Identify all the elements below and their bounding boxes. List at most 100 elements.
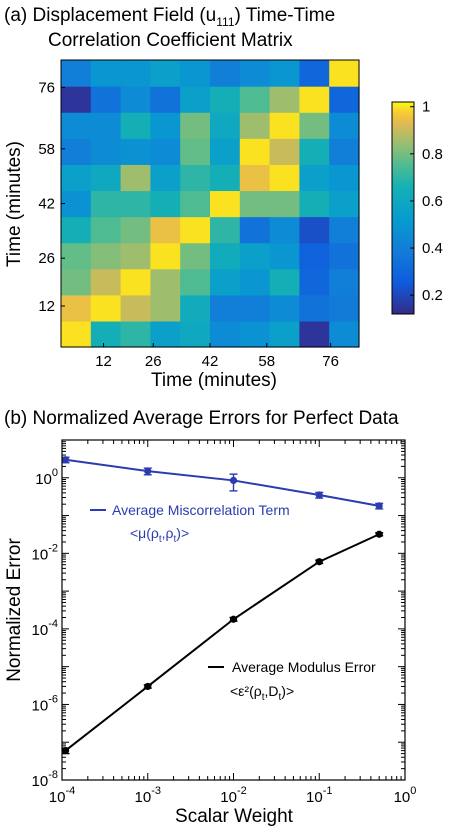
heatmap-cell — [120, 138, 151, 165]
heatmap-cell — [180, 190, 211, 218]
line-y-tick-label: 10-4 — [32, 618, 58, 639]
panel-b-title: (b) Normalized Average Errors for Perfec… — [4, 408, 399, 429]
heatmap-cell — [239, 268, 271, 296]
heatmap-x-tick-label: 76 — [322, 353, 339, 370]
heatmap-cell — [61, 86, 92, 113]
heatmap-cell — [180, 268, 211, 296]
heatmap-cell — [61, 60, 92, 87]
heatmap-cell — [239, 164, 271, 192]
heatmap-cell — [120, 320, 151, 348]
legend-modulus-label: Average Modulus Error — [232, 659, 376, 675]
colorbar-tick-label: 0.6 — [422, 193, 443, 210]
heatmap-y-tick-label: 42 — [38, 196, 55, 213]
heatmap-cell — [210, 112, 241, 139]
legend-miscorrelation: Average Miscorrelation Term <μ(ρt,ρt)> — [90, 502, 290, 545]
heatmap-cell — [210, 216, 241, 244]
heatmap-cell — [210, 268, 241, 296]
heatmap-cell — [239, 60, 271, 87]
heatmap-cell — [210, 60, 241, 87]
heatmap-cell — [299, 60, 330, 87]
heatmap-cell — [269, 320, 300, 348]
heatmap-cell — [61, 216, 92, 244]
heatmap-cell — [61, 138, 92, 165]
heatmap-cell — [90, 242, 122, 270]
heatmap-cell — [269, 138, 300, 165]
colorbar — [391, 101, 415, 315]
heatmap-cell — [329, 164, 360, 192]
colorbar-tick-label: 1 — [422, 99, 430, 116]
heatmap-cell — [180, 216, 211, 244]
heatmap-cell — [239, 242, 271, 270]
heatmap-cell — [61, 164, 92, 192]
colorbar-gradient — [391, 101, 415, 315]
heatmap-cell — [269, 268, 300, 296]
heatmap-cell — [299, 112, 330, 139]
heatmap-cell — [329, 60, 360, 87]
heatmap-cell — [299, 164, 330, 192]
heatmap-cell — [239, 86, 271, 113]
heatmap-cell — [299, 320, 330, 348]
heatmap-cell — [299, 242, 330, 270]
heatmap-cell — [120, 164, 151, 192]
heatmap-cell — [61, 268, 92, 296]
heatmap-x-tick-label: 42 — [202, 353, 219, 370]
heatmap-cell — [180, 164, 211, 192]
heatmap-cell — [61, 242, 92, 270]
line-y-tick-label: 10-2 — [32, 542, 58, 563]
panel-a: (a) Displacement Field (u111) Time-Time … — [4, 5, 443, 391]
heatmap-cell — [299, 216, 330, 244]
heatmap-cell — [210, 242, 241, 270]
heatmap-cell — [180, 112, 211, 139]
heatmap-cell — [269, 190, 300, 218]
series-point — [375, 530, 383, 538]
heatmap-cell — [269, 294, 300, 322]
heatmap-cell — [210, 138, 241, 165]
heatmap-cell — [239, 320, 271, 348]
series-point — [229, 476, 238, 485]
heatmap-cell — [329, 242, 360, 270]
heatmap-cell — [329, 320, 360, 348]
heatmap-cell — [61, 294, 92, 322]
heatmap-cell — [269, 60, 300, 87]
colorbar-tick-label: 0.4 — [422, 240, 443, 257]
heatmap-cell — [299, 294, 330, 322]
heatmap-cell — [120, 268, 151, 296]
heatmap-cell — [239, 216, 271, 244]
heatmap-cell — [210, 320, 241, 348]
heatmap-cell — [180, 60, 211, 87]
heatmap-cell — [150, 216, 181, 244]
legend-modulus-sublabel: <ε²(ρt,Dt)> — [230, 683, 294, 703]
series-point — [229, 615, 238, 623]
heatmap-cell — [180, 242, 211, 270]
heatmap-cell — [299, 86, 330, 113]
line-series — [61, 456, 384, 755]
heatmap-cell — [269, 216, 300, 244]
heatmap-y-tick-label: 26 — [38, 250, 55, 267]
heatmap-cell — [150, 164, 181, 192]
heatmap-cell — [239, 294, 271, 322]
heatmap-cell — [180, 320, 211, 348]
heatmap-cell — [90, 190, 122, 218]
heatmap-cell — [90, 86, 122, 113]
heatmap-cell — [120, 86, 151, 113]
line-y-tick-label: 100 — [35, 467, 58, 488]
heatmap-cell — [210, 294, 241, 322]
heatmap-cell — [329, 190, 360, 218]
heatmap-cell — [269, 242, 300, 270]
heatmap-cell — [90, 164, 122, 192]
series-point — [315, 558, 323, 566]
heatmap-y-label: Time (minutes) — [4, 141, 25, 267]
heatmap-cell — [180, 294, 211, 322]
heatmap-cell — [90, 216, 122, 244]
panel-a-title-line1: (a) Displacement Field (u111) Time-Time — [4, 5, 335, 29]
heatmap-cell — [329, 268, 360, 296]
heatmap-cell — [329, 294, 360, 322]
heatmap-cells — [61, 60, 360, 348]
panel-b: (b) Normalized Average Errors for Perfec… — [4, 408, 416, 827]
heatmap-cell — [239, 138, 271, 165]
line-x-tick-label: 10-1 — [306, 785, 332, 806]
colorbar-tick-label: 0.2 — [422, 287, 443, 304]
series-point — [144, 682, 152, 691]
heatmap-cell — [329, 86, 360, 113]
